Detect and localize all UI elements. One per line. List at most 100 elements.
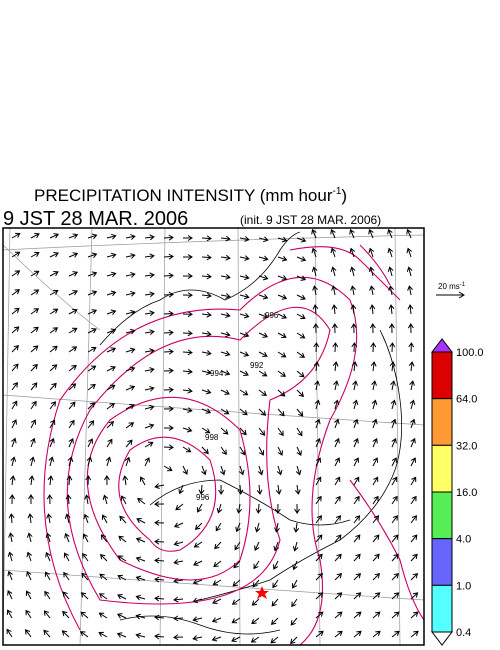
wind-arrow — [68, 364, 77, 372]
wind-arrow — [173, 634, 184, 641]
wind-arrow — [211, 635, 222, 642]
wind-arrow — [118, 535, 127, 543]
wind-arrow — [334, 534, 342, 543]
wind-arrow — [291, 579, 298, 589]
wind-arrow — [106, 438, 113, 448]
wind-arrow — [163, 425, 174, 431]
wind-arrow — [232, 579, 241, 587]
wind-arrow — [251, 598, 260, 606]
colorbar-label: 4.0 — [456, 534, 471, 546]
contour-label: 996 — [265, 311, 279, 320]
wind-arrow — [9, 475, 16, 486]
wind-arrow — [258, 370, 268, 377]
colorbar-label: 100.0 — [456, 347, 484, 359]
wind-arrow — [258, 255, 269, 262]
wind-arrow — [294, 484, 301, 495]
wind-arrow — [220, 389, 230, 395]
wind-arrow — [389, 342, 396, 353]
wind-arrow — [410, 534, 418, 543]
wind-arrow — [391, 630, 400, 638]
wind-arrow — [139, 476, 146, 486]
wind-arrow — [154, 557, 165, 564]
wind-arrow — [258, 313, 269, 319]
wind-arrow — [201, 350, 212, 356]
wind-arrow — [216, 503, 223, 514]
wind-arrow — [182, 349, 193, 356]
wind-arrow — [272, 579, 279, 589]
wind-arrow — [106, 347, 117, 353]
wind-arrow — [351, 342, 358, 353]
wind-arrow — [410, 476, 417, 486]
wind-arrow — [252, 579, 260, 588]
wind-arrow — [30, 345, 39, 353]
wind-arrow — [125, 328, 136, 335]
wind-arrow — [254, 522, 261, 533]
wind-arrow — [98, 631, 108, 638]
wind-arrow — [144, 367, 155, 373]
wind-arrow — [258, 293, 269, 300]
contour-label: 998 — [205, 433, 219, 442]
wind-arrow — [84, 494, 90, 505]
wind-arrow — [30, 382, 38, 391]
wind-arrow — [137, 497, 146, 505]
wind-arrow — [212, 579, 222, 586]
wind-arrow — [369, 323, 376, 334]
wind-arrow — [80, 631, 89, 638]
wind-arrow — [29, 456, 36, 467]
wind-arrow — [125, 347, 136, 354]
wind-arrow — [296, 256, 307, 262]
wind-arrow — [277, 313, 287, 319]
wind-arrow — [296, 427, 303, 437]
wind-arrow — [296, 370, 305, 378]
wind-arrow — [277, 446, 283, 456]
wind-arrow — [11, 437, 17, 448]
colorbar-segment — [431, 584, 453, 633]
wind-arrow — [406, 228, 412, 239]
wind-arrow — [144, 457, 150, 467]
colorbar-segment — [431, 444, 453, 493]
wind-arrow — [49, 327, 59, 334]
wind-arrow — [349, 266, 356, 277]
wind-arrow — [350, 304, 357, 315]
wind-arrow — [87, 346, 97, 353]
wind-arrow — [408, 361, 415, 372]
wind-arrow — [369, 285, 375, 296]
wind-arrow — [135, 594, 146, 601]
wind-arrow — [410, 553, 418, 562]
wind-arrow — [372, 592, 381, 600]
wind-arrow — [154, 614, 165, 621]
wind-arrow — [410, 437, 416, 448]
wind-arrow — [258, 332, 269, 338]
wind-arrow — [64, 532, 70, 543]
wind-arrow — [277, 408, 285, 417]
wind-arrow — [371, 399, 378, 410]
wind-arrow — [7, 590, 13, 600]
wind-arrow — [201, 311, 212, 318]
wind-arrow — [312, 323, 319, 334]
wind-arrow — [11, 251, 21, 258]
wind-arrow — [220, 370, 231, 376]
wind-arrow — [313, 361, 320, 372]
wind-arrow — [66, 475, 73, 486]
wind-arrow — [178, 484, 184, 495]
wind-arrow — [80, 611, 89, 619]
wind-arrow — [410, 495, 417, 505]
wind-arrow — [410, 515, 418, 524]
wind-arrow — [196, 503, 203, 513]
wind-arrow — [372, 630, 381, 638]
wind-arrow — [251, 617, 260, 625]
wind-arrow — [125, 403, 135, 410]
wind-arrow — [258, 274, 269, 281]
wind-arrow — [334, 553, 342, 562]
wind-arrow — [87, 383, 96, 391]
wind-arrow — [334, 611, 343, 619]
wind-arrow — [46, 494, 53, 505]
wind-arrow — [391, 437, 397, 448]
coastline — [99, 231, 403, 635]
wind-arrow — [201, 427, 211, 434]
wind-arrow — [277, 255, 288, 262]
wind-arrow — [11, 232, 21, 239]
wind-arrow — [44, 571, 51, 581]
wind-arrow — [11, 419, 17, 429]
wind-arrow — [68, 437, 74, 448]
